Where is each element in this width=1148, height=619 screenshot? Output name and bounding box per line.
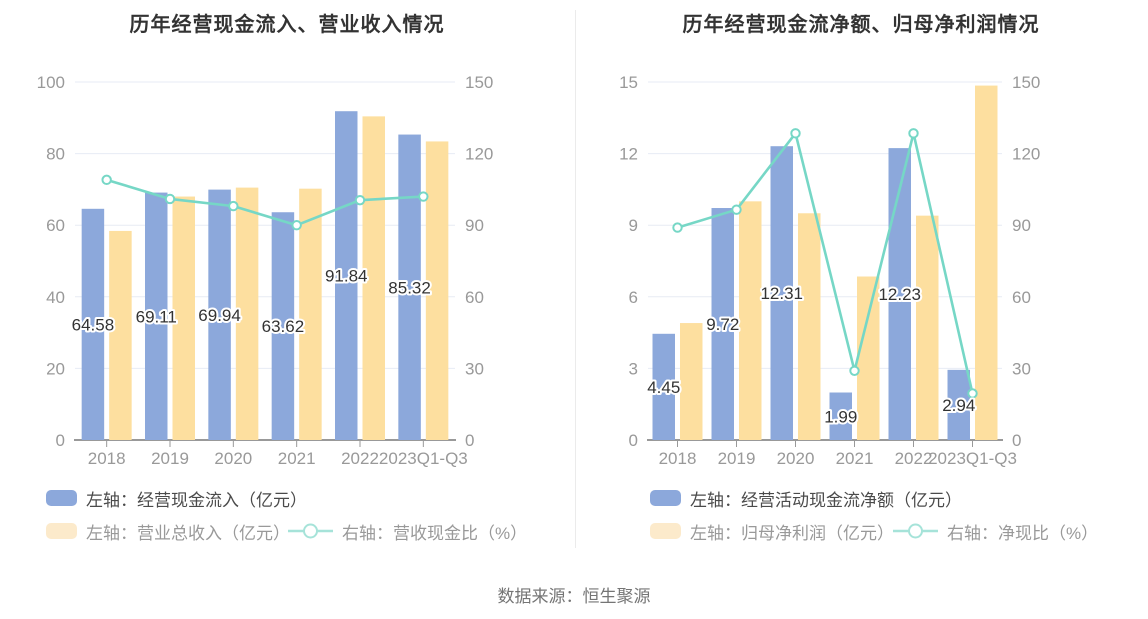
svg-text:3: 3 [629, 359, 638, 378]
svg-text:64.58: 64.58 [72, 315, 115, 334]
svg-text:2018: 2018 [88, 449, 126, 468]
svg-text:1.99: 1.99 [824, 407, 857, 426]
svg-text:60: 60 [1012, 288, 1031, 307]
svg-text:12.23: 12.23 [878, 285, 921, 304]
svg-text:15: 15 [619, 73, 638, 92]
legend-swatch-yellow-icon [650, 523, 681, 539]
legend-line-marker-icon [288, 522, 333, 540]
chart-plot-left: 100 150 80 120 60 90 40 60 20 30 0 0 2018 2019 2020 202… [37, 73, 494, 468]
panel-divider [575, 10, 576, 548]
legend-label: 左轴：营业总收入（亿元） [86, 523, 290, 543]
legend-item-net-cash-ratio[interactable]: 右轴：净现比（%） [893, 522, 1098, 543]
svg-text:20: 20 [46, 359, 65, 378]
chart-panel-net-cashflow-profit: 历年经营现金流净额、归母净利润情况 15 150 12 120 9 90 6 60 3 30 0 0 2… [574, 0, 1148, 556]
svg-text:2021: 2021 [278, 449, 316, 468]
svg-text:2022: 2022 [895, 449, 933, 468]
chart-plot-right: 15 150 12 120 9 90 6 60 3 30 0 0 2018 2019 2020 2021 202… [619, 73, 1040, 468]
svg-text:2022: 2022 [341, 449, 379, 468]
chart-title-left: 历年经营现金流入、营业收入情况 [129, 14, 445, 36]
svg-text:63.62: 63.62 [262, 317, 305, 336]
svg-text:80: 80 [46, 145, 65, 164]
svg-text:150: 150 [465, 73, 493, 92]
svg-text:2019: 2019 [151, 449, 189, 468]
svg-text:91.84: 91.84 [325, 267, 368, 286]
svg-text:120: 120 [465, 145, 493, 164]
svg-text:69.11: 69.11 [136, 307, 177, 326]
legend-item-total-revenue[interactable]: 左轴：营业总收入（亿元） [46, 522, 290, 543]
svg-text:120: 120 [1012, 145, 1040, 164]
charts-row: 历年经营现金流入、营业收入情况 100 150 80 120 60 90 40 60 20 30 0… [0, 0, 1148, 556]
legend-item-net-operating-cashflow[interactable]: 左轴：经营活动现金流净额（亿元） [650, 489, 962, 510]
svg-text:2.94: 2.94 [942, 396, 975, 415]
legend-label: 右轴：净现比（%） [947, 523, 1099, 543]
svg-text:0: 0 [56, 431, 65, 450]
legend-item-revenue-cash-ratio[interactable]: 右轴：营收现金比（%） [288, 522, 527, 543]
svg-text:30: 30 [465, 359, 484, 378]
svg-text:9: 9 [629, 216, 638, 235]
legend-label: 右轴：营收现金比（%） [342, 523, 528, 543]
legend-swatch-yellow-icon [46, 523, 77, 539]
svg-text:150: 150 [1012, 73, 1040, 92]
svg-text:85.32: 85.32 [388, 278, 431, 297]
svg-text:90: 90 [465, 216, 484, 235]
legend-swatch-blue-icon [650, 490, 681, 506]
svg-text:2018: 2018 [659, 449, 697, 468]
svg-text:0: 0 [465, 431, 474, 450]
svg-text:90: 90 [1012, 216, 1031, 235]
legend-item-cash-inflow[interactable]: 左轴：经营现金流入（亿元） [46, 489, 307, 510]
svg-text:40: 40 [46, 288, 65, 307]
legend-item-net-profit[interactable]: 左轴：归母净利润（亿元） [650, 522, 894, 543]
svg-text:6: 6 [629, 288, 638, 307]
legend-label: 左轴：经营现金流入（亿元） [86, 490, 307, 510]
svg-text:9.72: 9.72 [706, 315, 739, 334]
svg-text:2020: 2020 [214, 449, 252, 468]
svg-text:2020: 2020 [777, 449, 815, 468]
svg-text:0: 0 [629, 431, 638, 450]
svg-text:12.31: 12.31 [760, 284, 803, 303]
legend-label: 左轴：经营活动现金流净额（亿元） [690, 490, 962, 510]
svg-text:2019: 2019 [718, 449, 756, 468]
legend-swatch-blue-icon [46, 490, 77, 506]
chart-panel-cash-inflow-revenue: 历年经营现金流入、营业收入情况 100 150 80 120 60 90 40 60 20 30 0… [0, 0, 574, 556]
svg-text:12: 12 [619, 145, 638, 164]
data-source-note: 数据来源：恒生聚源 [497, 587, 651, 606]
svg-text:60: 60 [465, 288, 484, 307]
svg-text:60: 60 [46, 216, 65, 235]
svg-text:2021: 2021 [836, 449, 874, 468]
legend-label: 左轴：归母净利润（亿元） [690, 523, 894, 543]
svg-text:30: 30 [1012, 359, 1031, 378]
svg-text:69.94: 69.94 [198, 306, 241, 325]
svg-text:0: 0 [1012, 431, 1021, 450]
svg-text:100: 100 [37, 73, 65, 92]
legend-line-marker-icon [893, 522, 938, 540]
svg-text:2023Q1-Q3: 2023Q1-Q3 [928, 449, 1017, 468]
chart-title-right: 历年经营现金流净额、归母净利润情况 [682, 14, 1040, 36]
svg-text:2023Q1-Q3: 2023Q1-Q3 [379, 449, 468, 468]
svg-text:4.45: 4.45 [647, 378, 680, 397]
